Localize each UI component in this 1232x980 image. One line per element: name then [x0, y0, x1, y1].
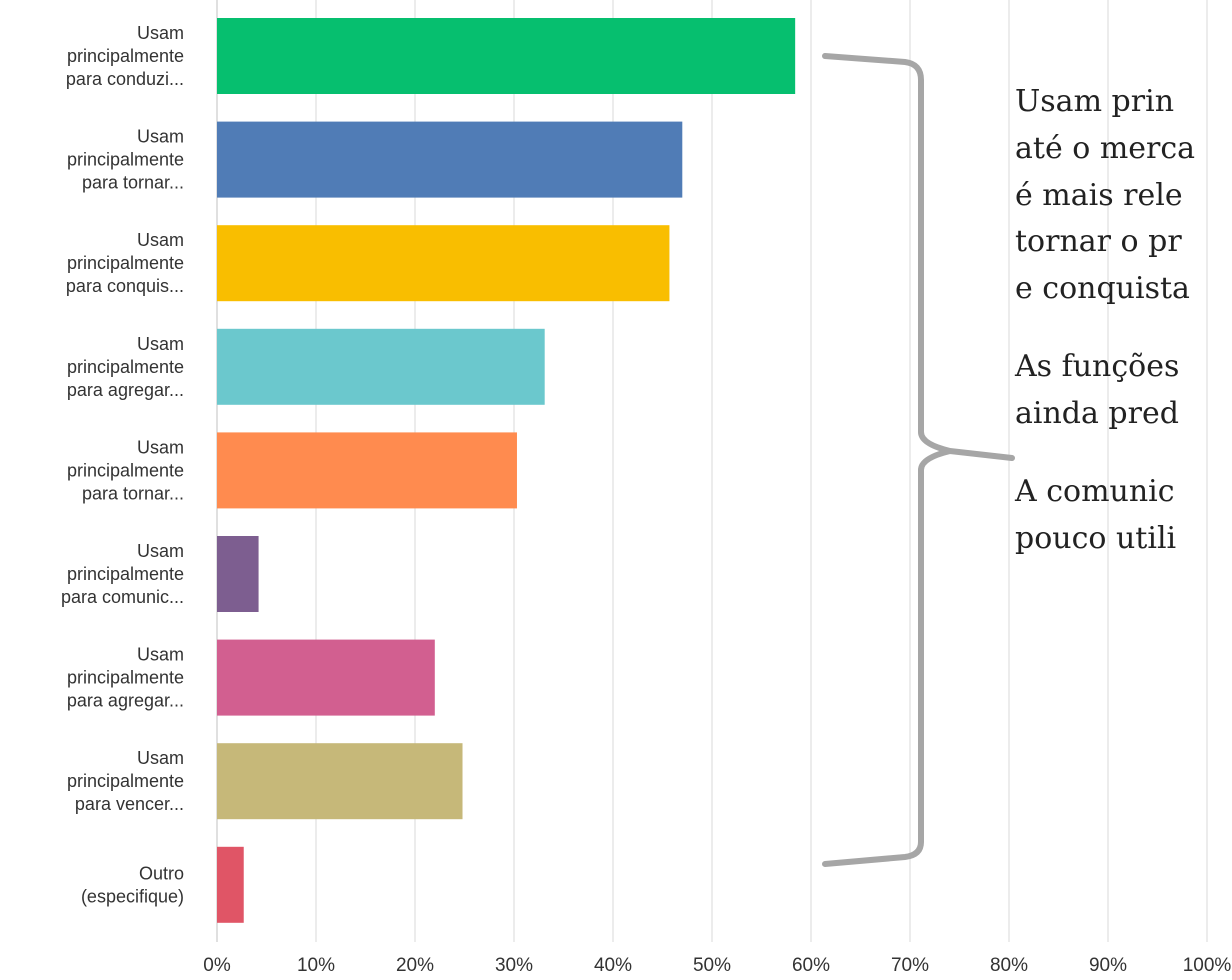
x-tick-label: 100%: [1183, 955, 1232, 976]
category-label: para tornar...: [82, 173, 184, 193]
category-label: (especifique): [81, 886, 184, 906]
category-label: principalmente: [67, 668, 184, 688]
category-label: principalmente: [67, 150, 184, 170]
x-tick-label: 60%: [792, 955, 830, 976]
x-tick-label: 0%: [203, 955, 231, 976]
category-label: Usam: [137, 437, 184, 457]
x-tick-label: 80%: [990, 955, 1028, 976]
bar: [217, 432, 517, 509]
bar: [217, 536, 259, 612]
category-label: para tornar...: [82, 483, 184, 503]
category-label: para comunic...: [61, 587, 184, 607]
category-label: principalmente: [67, 46, 184, 66]
category-label: Usam: [137, 230, 184, 250]
category-label: Usam: [137, 127, 184, 147]
bars: [217, 18, 796, 923]
annotation-line: e conquista: [1015, 271, 1190, 306]
category-label: Usam: [137, 748, 184, 768]
bar: [217, 743, 463, 820]
annotation-line: pouco utili: [1015, 521, 1176, 556]
x-tick-label: 50%: [693, 955, 731, 976]
category-label: para conduzi...: [66, 69, 184, 89]
category-label: Usam: [137, 23, 184, 43]
annotation-line: ainda pred: [1015, 396, 1179, 431]
annotation-line: A comunic: [1014, 474, 1175, 509]
bar: [217, 18, 796, 94]
x-tick-label: 30%: [495, 955, 533, 976]
annotation-text: Usam prin até o merca é mais rele tornar o …: [1014, 84, 1195, 556]
bar: [217, 225, 670, 302]
bar: [217, 846, 244, 923]
category-label: principalmente: [67, 564, 184, 584]
x-tick-label: 70%: [891, 955, 929, 976]
category-label: principalmente: [67, 460, 184, 480]
annotation-line: Usam prin: [1015, 84, 1174, 119]
category-label: principalmente: [67, 771, 184, 791]
annotation-line: tornar o pr: [1015, 224, 1182, 259]
category-label: Usam: [137, 541, 184, 561]
x-tick-label: 20%: [396, 955, 434, 976]
x-tick-label: 40%: [594, 955, 632, 976]
category-label: para agregar...: [67, 691, 184, 711]
category-label: para vencer...: [75, 794, 184, 814]
x-tick-label: 10%: [297, 955, 335, 976]
category-label: para agregar...: [67, 380, 184, 400]
annotation-line: é mais rele: [1015, 178, 1183, 213]
category-label: Usam: [137, 645, 184, 665]
bar: [217, 328, 545, 405]
x-axis-ticks: 0% 10% 20% 30% 40% 50% 60% 70% 80% 90% 100%: [203, 955, 1231, 976]
category-label: Usam: [137, 334, 184, 354]
annotation-line: até o merca: [1015, 131, 1195, 166]
category-label: Outro: [139, 863, 184, 883]
category-label: principalmente: [67, 357, 184, 377]
curly-brace-bracket: [822, 53, 1015, 867]
bar: [217, 639, 435, 716]
category-label: para conquis...: [66, 276, 184, 296]
bar: [217, 121, 683, 198]
category-label: principalmente: [67, 253, 184, 273]
x-tick-label: 90%: [1089, 955, 1127, 976]
category-labels: Usam principalmente para conduzi... Usam pri…: [61, 23, 184, 906]
annotation-line: As funções: [1014, 349, 1179, 384]
